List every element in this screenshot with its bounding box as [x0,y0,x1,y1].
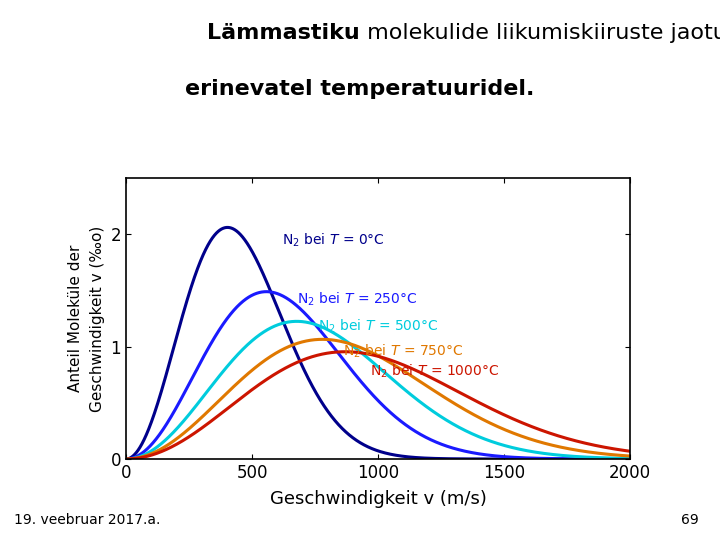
Text: $\mathrm{N_2}$ bei $T$ = 1000°C: $\mathrm{N_2}$ bei $T$ = 1000°C [371,363,500,380]
Text: erinevatel temperatuuridel.: erinevatel temperatuuridel. [185,79,535,99]
Text: $\mathrm{N_2}$ bei $T$ = 250°C: $\mathrm{N_2}$ bei $T$ = 250°C [297,291,418,308]
Text: Lämmastiku: Lämmastiku [207,23,360,43]
Text: $\mathrm{N_2}$ bei $T$ = 750°C: $\mathrm{N_2}$ bei $T$ = 750°C [343,342,463,360]
Text: 19. veebruar 2017.a.: 19. veebruar 2017.a. [14,512,161,526]
X-axis label: Geschwindigkeit v (m/s): Geschwindigkeit v (m/s) [269,490,487,508]
Text: 69: 69 [680,512,698,526]
Text: molekulide liikumiskiiruste jaotus: molekulide liikumiskiiruste jaotus [360,23,720,43]
Y-axis label: Anteil Moleküle der
Geschwindigkeit v (‰o): Anteil Moleküle der Geschwindigkeit v (‰… [68,226,105,411]
Text: $\mathrm{N_2}$ bei $T$ = 500°C: $\mathrm{N_2}$ bei $T$ = 500°C [318,318,438,335]
Text: $\mathrm{N_2}$ bei $T$ = 0°C: $\mathrm{N_2}$ bei $T$ = 0°C [282,231,385,249]
